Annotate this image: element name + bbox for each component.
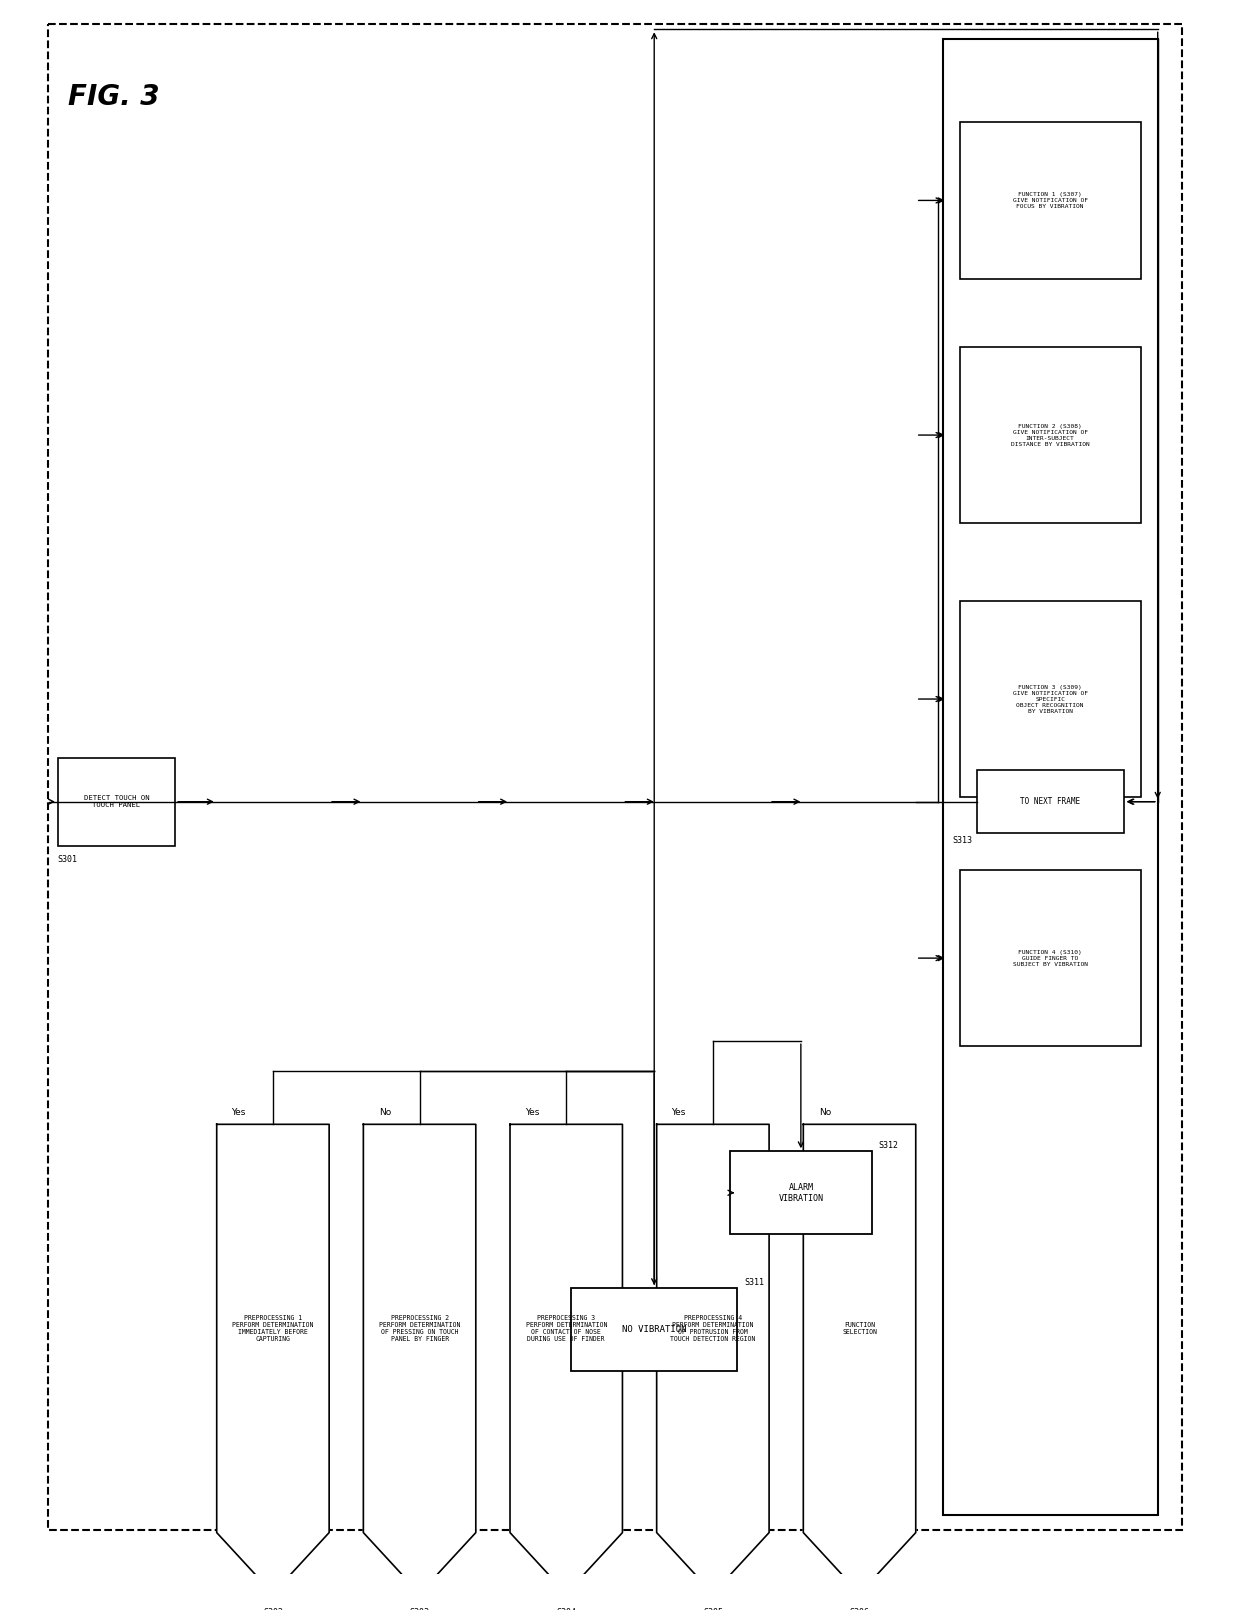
- Text: FUNCTION
SELECTION: FUNCTION SELECTION: [842, 1322, 877, 1335]
- Text: S304: S304: [557, 1608, 577, 1610]
- Bar: [960, 869, 1141, 1046]
- Text: PREPROCESSING 3
PERFORM DETERMINATION
OF CONTACT OF NOSE
DURING USE OF FINDER: PREPROCESSING 3 PERFORM DETERMINATION OF…: [526, 1315, 606, 1343]
- Bar: [960, 122, 1141, 279]
- Polygon shape: [217, 1124, 329, 1594]
- Text: FUNCTION 2 (S308)
GIVE NOTIFICATION OF
INTER-SUBJECT
DISTANCE BY VIBRATION: FUNCTION 2 (S308) GIVE NOTIFICATION OF I…: [1011, 423, 1090, 446]
- Text: S305: S305: [703, 1608, 723, 1610]
- Text: S301: S301: [58, 855, 78, 865]
- Text: Yes: Yes: [672, 1108, 686, 1116]
- Text: S303: S303: [409, 1608, 429, 1610]
- Bar: [942, 39, 1158, 1515]
- Text: NO VIBRATION: NO VIBRATION: [622, 1325, 687, 1335]
- Text: Yes: Yes: [525, 1108, 539, 1116]
- Bar: [960, 348, 1141, 523]
- Polygon shape: [363, 1124, 476, 1594]
- Text: No: No: [820, 1108, 832, 1116]
- Bar: [572, 1288, 738, 1372]
- Text: ALARM
VIBRATION: ALARM VIBRATION: [779, 1183, 823, 1203]
- Text: FUNCTION 3 (S309)
GIVE NOTIFICATION OF
SPECIFIC
OBJECT RECOGNITION
BY VIBRATION: FUNCTION 3 (S309) GIVE NOTIFICATION OF S…: [1013, 684, 1087, 713]
- Text: S302: S302: [263, 1608, 283, 1610]
- Polygon shape: [657, 1124, 769, 1594]
- Bar: [960, 601, 1141, 797]
- Bar: [977, 770, 1123, 834]
- Text: DETECT TOUCH ON
TOUCH PANEL: DETECT TOUCH ON TOUCH PANEL: [83, 795, 149, 808]
- Polygon shape: [804, 1124, 916, 1594]
- Text: FIG. 3: FIG. 3: [68, 84, 159, 111]
- Text: TO NEXT FRAME: TO NEXT FRAME: [1021, 797, 1080, 807]
- Text: No: No: [379, 1108, 392, 1116]
- Text: FUNCTION 1 (S307)
GIVE NOTIFICATION OF
FOCUS BY VIBRATION: FUNCTION 1 (S307) GIVE NOTIFICATION OF F…: [1013, 192, 1087, 209]
- Text: PREPROCESSING 1
PERFORM DETERMINATION
IMMEDIATELY BEFORE
CAPTURING: PREPROCESSING 1 PERFORM DETERMINATION IM…: [232, 1315, 314, 1343]
- Text: S311: S311: [744, 1278, 764, 1288]
- Bar: [58, 758, 175, 845]
- Polygon shape: [510, 1124, 622, 1594]
- Text: S312: S312: [879, 1141, 899, 1151]
- Text: PREPROCESSING 2
PERFORM DETERMINATION
OF PRESSING ON TOUCH
PANEL BY FINGER: PREPROCESSING 2 PERFORM DETERMINATION OF…: [379, 1315, 460, 1343]
- Bar: [730, 1151, 872, 1235]
- Text: Yes: Yes: [232, 1108, 246, 1116]
- Text: FUNCTION 4 (S310)
GUIDE FINGER TO
SUBJECT BY VIBRATION: FUNCTION 4 (S310) GUIDE FINGER TO SUBJEC…: [1013, 950, 1087, 966]
- Text: S313: S313: [952, 836, 972, 845]
- Text: PREPROCESSING 4
PERFORM DETERMINATION
OF PROTRUSION FROM
TOUCH DETECTION REGION: PREPROCESSING 4 PERFORM DETERMINATION OF…: [671, 1315, 755, 1343]
- Text: S306: S306: [849, 1608, 869, 1610]
